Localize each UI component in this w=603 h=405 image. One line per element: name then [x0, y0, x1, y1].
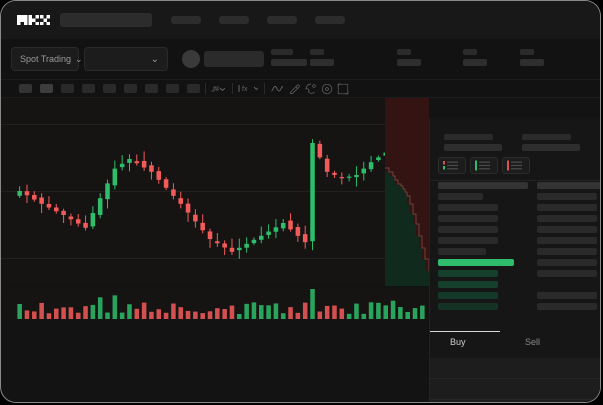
svg-text:fx: fx: [242, 86, 248, 93]
